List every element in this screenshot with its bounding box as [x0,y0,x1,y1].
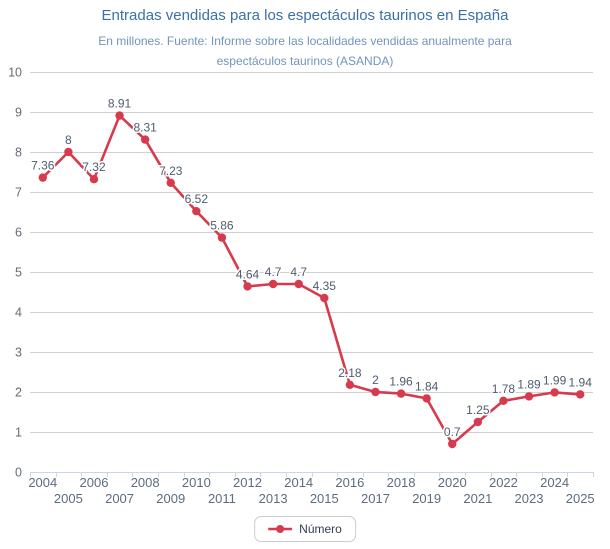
svg-text:8.31: 8.31 [133,121,157,135]
series-line-marker-icon [268,524,293,534]
svg-text:1.25: 1.25 [466,403,490,417]
svg-text:2012: 2012 [233,475,262,490]
chart-title: Entradas vendidas para los espectáculos … [101,7,509,24]
svg-text:2017: 2017 [361,491,390,506]
svg-text:8.91: 8.91 [108,97,132,111]
svg-text:2021: 2021 [463,491,492,506]
plot-area[interactable]: 0 1 2 3 4 5 6 7 8 9 10 2004200520062007200820092010… [0,0,610,510]
svg-text:5: 5 [15,266,22,280]
svg-text:4: 4 [15,306,22,320]
svg-text:2011: 2011 [208,491,236,506]
svg-text:2006: 2006 [80,475,109,490]
svg-text:8: 8 [65,133,72,147]
svg-text:6.52: 6.52 [185,192,209,206]
svg-text:2014: 2014 [284,475,313,490]
svg-text:2025: 2025 [566,491,595,506]
svg-text:1.78: 1.78 [492,382,516,396]
legend-label: Número [299,522,342,536]
svg-text:2: 2 [372,373,379,387]
chart-subtitle: En millones. Fuente: Informe sobre las l… [98,34,512,68]
svg-text:2009: 2009 [156,491,185,506]
svg-text:2024: 2024 [540,475,569,490]
svg-text:2022: 2022 [489,475,518,490]
svg-text:4.35: 4.35 [313,279,337,293]
svg-text:1.84: 1.84 [415,379,439,393]
svg-text:2019: 2019 [412,491,441,506]
svg-text:0: 0 [15,466,22,480]
svg-text:2013: 2013 [259,491,288,506]
svg-text:10: 10 [8,66,22,80]
svg-text:4.64: 4.64 [236,267,260,281]
svg-text:2015: 2015 [310,491,339,506]
legend[interactable]: Número [254,516,356,542]
svg-text:6: 6 [15,226,22,240]
svg-text:2016: 2016 [335,475,364,490]
svg-text:2008: 2008 [131,475,160,490]
svg-text:2010: 2010 [182,475,211,490]
svg-text:5.86: 5.86 [210,219,234,233]
svg-text:2004: 2004 [28,475,57,490]
svg-text:2.18: 2.18 [338,366,362,380]
svg-text:4.7: 4.7 [290,265,307,279]
svg-text:7.36: 7.36 [31,159,55,173]
svg-text:0.7: 0.7 [444,425,461,439]
svg-text:1.94: 1.94 [569,375,593,389]
svg-text:7.32: 7.32 [82,160,106,174]
svg-text:1.89: 1.89 [517,377,541,391]
svg-text:2: 2 [15,386,22,400]
svg-text:9: 9 [15,106,22,120]
svg-text:2023: 2023 [515,491,544,506]
svg-text:7: 7 [15,186,22,200]
svg-text:1: 1 [15,426,22,440]
svg-text:2018: 2018 [387,475,416,490]
svg-text:7.23: 7.23 [159,164,183,178]
svg-text:2005: 2005 [54,491,83,506]
svg-text:2020: 2020 [438,475,467,490]
svg-text:1.96: 1.96 [389,375,413,389]
svg-text:3: 3 [15,346,22,360]
svg-text:2007: 2007 [105,491,134,506]
svg-text:8: 8 [15,146,22,160]
svg-text:1.99: 1.99 [543,373,567,387]
svg-text:4.7: 4.7 [265,265,282,279]
